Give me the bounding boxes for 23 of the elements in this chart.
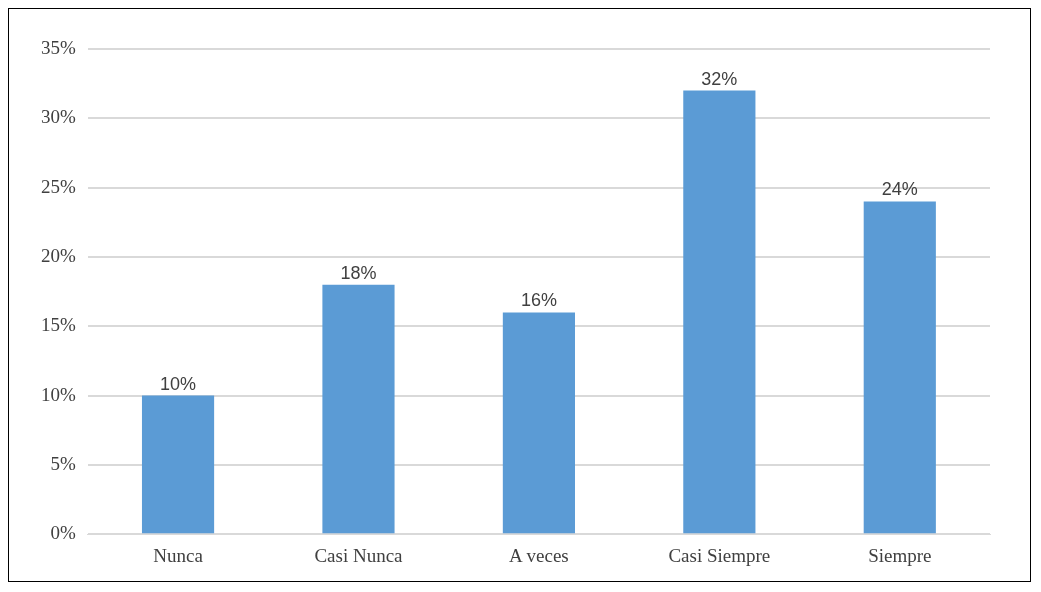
y-tick-label: 35% xyxy=(41,36,76,58)
y-tick-label: 10% xyxy=(41,383,76,405)
data-label: 32% xyxy=(701,68,738,89)
y-tick-label: 30% xyxy=(41,106,76,128)
x-tick-label: A veces xyxy=(509,544,569,566)
data-label: 10% xyxy=(160,373,197,394)
x-tick-label: Casi Siempre xyxy=(668,544,771,566)
y-tick-label: 15% xyxy=(41,314,76,336)
x-tick-label: Casi Nunca xyxy=(314,544,404,566)
data-label: 18% xyxy=(340,262,377,283)
bar xyxy=(863,201,936,534)
x-tick-label: Nunca xyxy=(153,544,204,566)
y-tick-label: 25% xyxy=(41,175,76,197)
x-tick-label: Siempre xyxy=(868,544,932,566)
bar xyxy=(502,312,575,534)
data-label: 24% xyxy=(881,179,918,200)
bar xyxy=(141,395,215,534)
bar xyxy=(683,90,756,534)
y-tick-label: 0% xyxy=(50,522,76,544)
bar xyxy=(322,284,395,534)
y-tick-label: 5% xyxy=(50,452,76,474)
y-tick-label: 20% xyxy=(41,244,76,266)
data-label: 16% xyxy=(520,290,557,311)
